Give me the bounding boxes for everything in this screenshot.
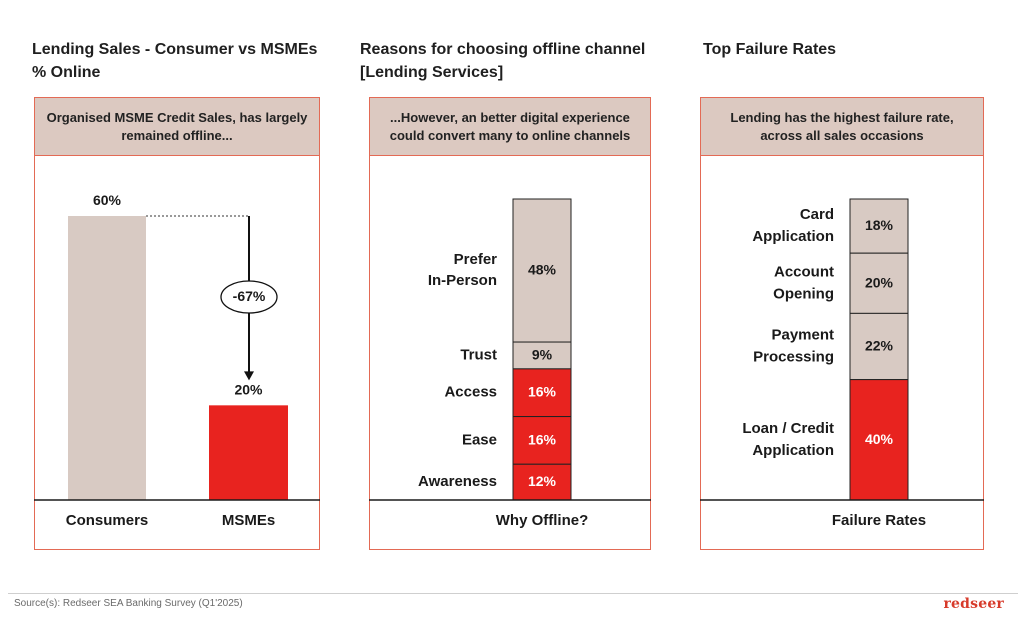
- failure-rates-segment-value-2: 22%: [865, 337, 894, 353]
- bar-msmes: [209, 405, 288, 500]
- failure-rates-segment-label-3: Loan / Credit Application: [742, 420, 834, 459]
- failure-rates-segment-value-3: 40%: [865, 431, 894, 447]
- panel2-callout-line1: ...However, an better digital experience: [390, 109, 630, 125]
- panel3-callout-line2: across all sales occasions: [760, 127, 924, 143]
- offline-reasons-segment-value-3: 16%: [528, 431, 557, 447]
- offline-reasons-segment-label-3: Ease: [462, 431, 497, 448]
- panel2-title: Reasons for choosing offline channel [Le…: [360, 38, 680, 84]
- panel2-callout-line2: could convert many to online channels: [389, 127, 631, 143]
- offline-reasons-category-label: Why Offline?: [496, 512, 589, 529]
- panel2-callout: ...However, an better digital experience…: [370, 98, 650, 156]
- offline-reasons-segment-value-4: 12%: [528, 473, 557, 489]
- decline-annotation-text: -67%: [233, 288, 266, 304]
- offline-reasons-segment-0: [512, 198, 572, 343]
- x-tick-label-0: Consumers: [66, 512, 149, 529]
- failure-rates-segment-label-2: Payment Processing: [753, 326, 834, 365]
- panel1-title-line1: Lending Sales - Consumer vs MSMEs: [32, 41, 318, 58]
- offline-reasons-segment-label-1: Trust: [460, 346, 497, 363]
- failure-rates-segment-0: [849, 198, 909, 254]
- offline-reasons-segment-4: [512, 463, 572, 501]
- brand-logo: redseer: [943, 596, 1004, 612]
- panel3-title: Top Failure Rates: [703, 38, 1003, 61]
- failure-rates-segment-3: [849, 379, 909, 501]
- offline-reasons-segment-value-0: 48%: [528, 261, 557, 277]
- offline-reasons-segment-value-2: 16%: [528, 383, 557, 399]
- failure-rates-segment-1: [849, 252, 909, 314]
- offline-reasons-segment-1: [512, 341, 572, 370]
- failure-rates-segment-value-0: 18%: [865, 217, 894, 233]
- footer-divider: [8, 593, 1018, 594]
- panel1-title-line2: % Online: [32, 64, 101, 81]
- bar-value-label-0: 60%: [93, 192, 122, 208]
- failure-rates-segment-2: [849, 312, 909, 381]
- failure-rates-segment-label-1: Account Opening: [773, 263, 834, 302]
- offline-reasons-segment-value-1: 9%: [532, 346, 553, 362]
- bar-value-label-1: 20%: [234, 381, 263, 397]
- panel2-title-line2: [Lending Services]: [360, 64, 504, 81]
- panel1-callout-line2: remained offline...: [121, 127, 233, 143]
- offline-reasons-segment-label-4: Awareness: [418, 473, 497, 490]
- failure-rates-segment-value-1: 20%: [865, 274, 894, 290]
- failure-rates-segment-label-0: Card Application: [752, 206, 834, 245]
- decline-arrow-head: [244, 371, 254, 381]
- bar-consumers: [68, 216, 146, 500]
- panel-failure-rates: Lending has the highest failure rate, ac…: [700, 97, 984, 550]
- offline-reasons-segment-label-2: Access: [444, 384, 497, 401]
- panel3-callout: Lending has the highest failure rate, ac…: [701, 98, 983, 156]
- panel1-title: Lending Sales - Consumer vs MSMEs % Onli…: [32, 38, 342, 84]
- decline-annotation-bubble: [220, 280, 278, 314]
- panel3-title-line1: Top Failure Rates: [703, 41, 837, 58]
- x-tick-label-1: MSMEs: [222, 512, 275, 529]
- panel1-callout: Organised MSME Credit Sales, has largely…: [35, 98, 319, 156]
- panel3-callout-line1: Lending has the highest failure rate,: [730, 109, 954, 125]
- panel2-title-line1: Reasons for choosing offline channel: [360, 41, 646, 58]
- offline-reasons-segment-label-0: Prefer In-Person: [428, 251, 497, 289]
- failure-rates-category-label: Failure Rates: [832, 512, 926, 529]
- panel1-callout-line1: Organised MSME Credit Sales, has largely: [46, 109, 308, 125]
- source-note: Source(s): Redseer SEA Banking Survey (Q…: [14, 598, 243, 609]
- offline-reasons-segment-2: [512, 368, 572, 418]
- panel-offline-reasons: ...However, an better digital experience…: [369, 97, 651, 550]
